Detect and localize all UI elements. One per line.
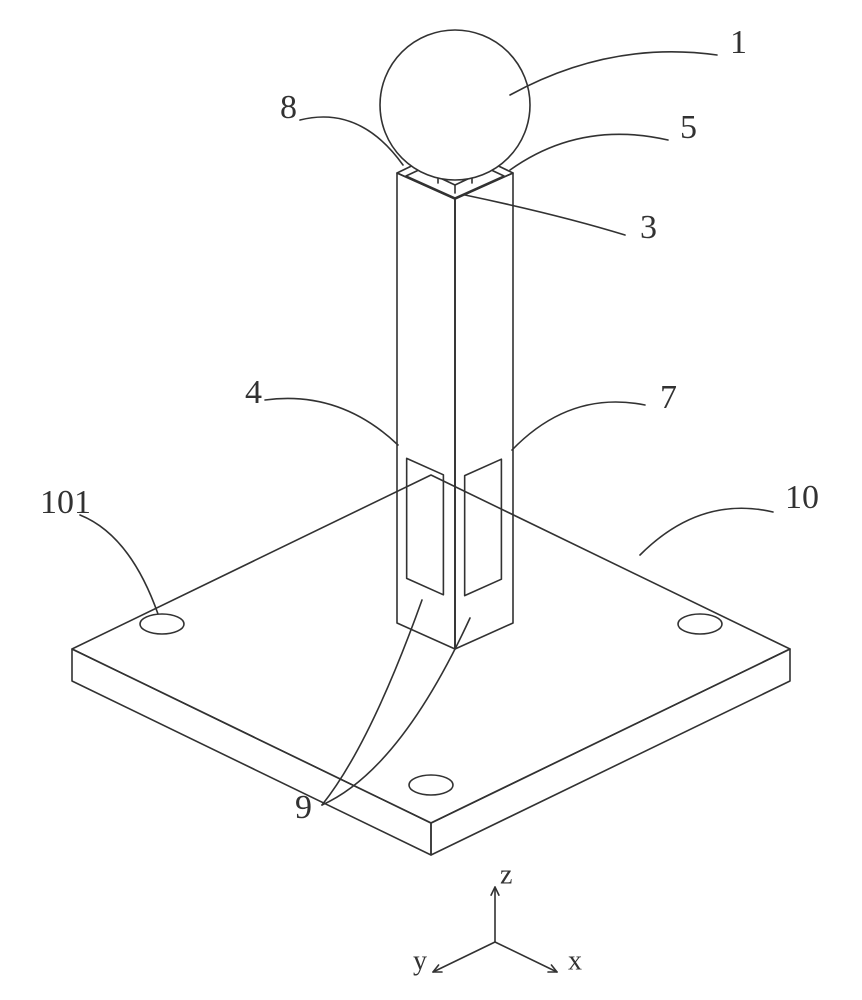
callout-7: 7 bbox=[660, 379, 677, 416]
callout-9: 9 bbox=[295, 789, 312, 826]
callout-5: 5 bbox=[680, 109, 697, 146]
callout-10: 10 bbox=[785, 479, 819, 516]
callout-1: 1 bbox=[730, 24, 747, 61]
axis-y: y bbox=[413, 945, 427, 976]
callout-101: 101 bbox=[40, 484, 91, 521]
axis-z: z bbox=[500, 859, 512, 890]
callout-3: 3 bbox=[640, 209, 657, 246]
callout-4: 4 bbox=[245, 374, 262, 411]
axis-x: x bbox=[568, 945, 582, 976]
callout-8: 8 bbox=[280, 89, 297, 126]
